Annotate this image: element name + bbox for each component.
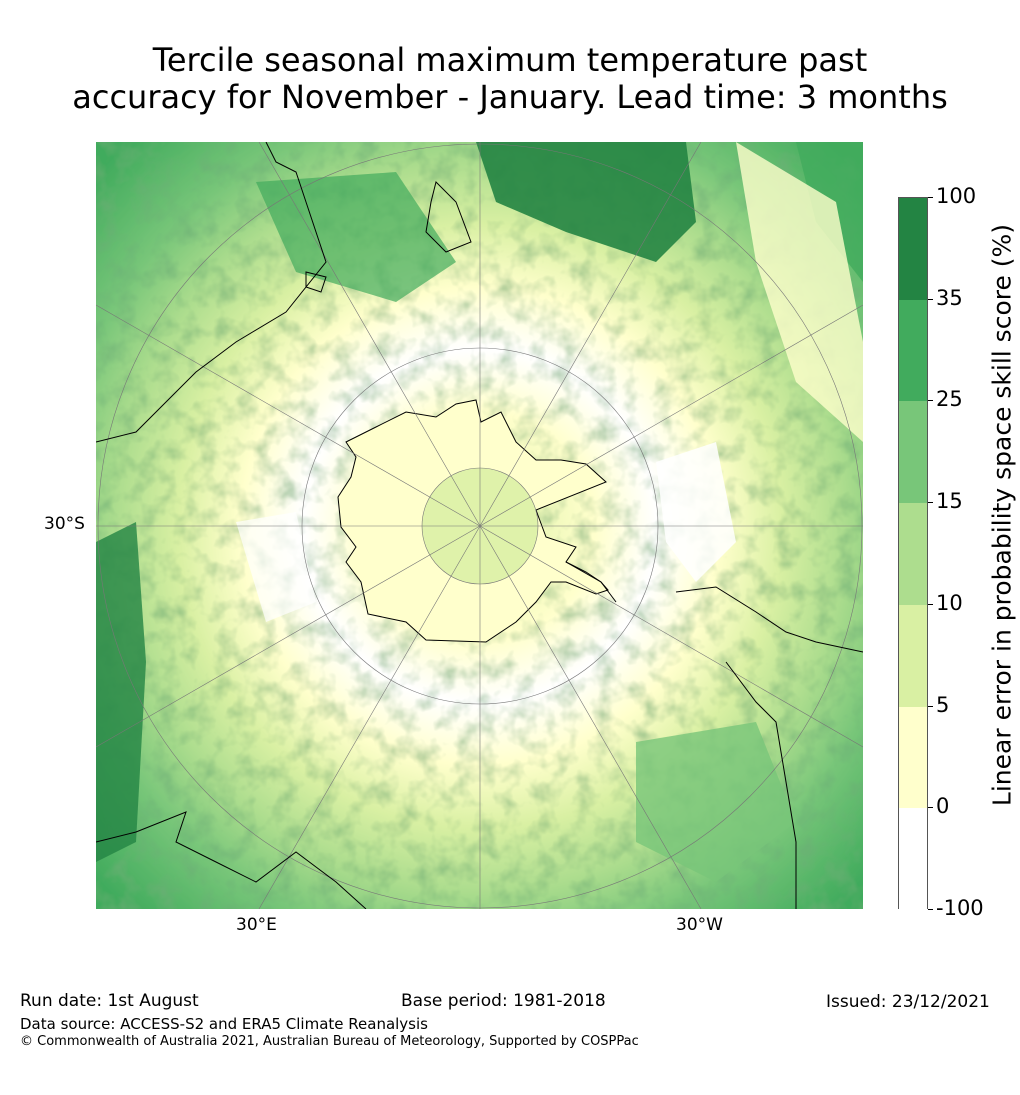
coastlines <box>96 142 863 909</box>
colorbar-tick-label: 35 <box>936 285 963 310</box>
issued-date-text: Issued: 23/12/2021 <box>826 992 990 1012</box>
colorbar-tick-mark <box>928 400 933 402</box>
colorbar-tick-label: 0 <box>936 794 950 819</box>
colorbar-tick-mark <box>928 603 933 605</box>
colorbar-tick-mark <box>928 909 933 910</box>
skill-patch-mid <box>256 172 456 302</box>
colorbar-tick-mark <box>928 705 933 707</box>
skill-patch-white <box>656 442 736 582</box>
antarctic-peninsula-coast <box>565 561 617 603</box>
south-america-coast-2 <box>725 661 797 909</box>
colorbar-tick-label: 25 <box>936 387 963 412</box>
skill-patch-high <box>476 142 696 262</box>
latitude-label-30s: 30°S <box>44 514 85 534</box>
copyright-text: © Commonwealth of Australia 2021, Austra… <box>20 1034 639 1049</box>
colorbar-bin <box>899 808 927 910</box>
data-source-text: Data source: ACCESS-S2 and ERA5 Climate … <box>20 1015 428 1033</box>
colorbar-bin <box>899 299 927 402</box>
chart-title-line-2: accuracy for November - January. Lead ti… <box>72 78 948 116</box>
chart-title-line-1: Tercile seasonal maximum temperature pas… <box>152 41 868 79</box>
africa-coast <box>96 811 367 909</box>
colorbar-bin <box>899 503 927 605</box>
colorbar-tick-mark <box>928 298 933 300</box>
tasmania-coast <box>305 271 327 293</box>
skill-patch-white <box>236 512 316 622</box>
colorbar-tick-mark <box>928 807 933 809</box>
longitude-label-30e: 30°E <box>236 915 277 935</box>
run-date-text: Run date: 1st August <box>20 991 199 1011</box>
colorbar <box>898 197 928 910</box>
skill-patch-high <box>96 522 146 862</box>
colorbar-tick-mark <box>928 502 933 504</box>
colorbar-tick-label: 5 <box>936 692 950 717</box>
colorbar-tick-label: 100 <box>936 184 977 208</box>
longitude-label-30w: 30°W <box>676 915 723 935</box>
colorbar-tick-label: 10 <box>936 590 963 615</box>
colorbar-tick-label: -100 <box>936 896 984 920</box>
base-period-text: Base period: 1981-2018 <box>401 991 606 1011</box>
skill-patch-mid <box>636 722 796 882</box>
colorbar-bin <box>899 198 927 300</box>
south-america-coast <box>675 586 863 653</box>
colorbar-bin <box>899 401 927 504</box>
australia-coast <box>96 142 327 443</box>
skill-patch-low <box>736 142 863 442</box>
colorbar-tick-mark <box>928 197 933 198</box>
new-zealand-coast <box>425 181 472 253</box>
colorbar-bin <box>899 604 927 707</box>
colorbar-bin <box>899 706 927 809</box>
polar-skill-map <box>96 142 863 909</box>
colorbar-tick-label: 15 <box>936 489 963 514</box>
graticule <box>96 142 863 909</box>
colorbar-label: Linear error in probability space skill … <box>987 223 1017 807</box>
